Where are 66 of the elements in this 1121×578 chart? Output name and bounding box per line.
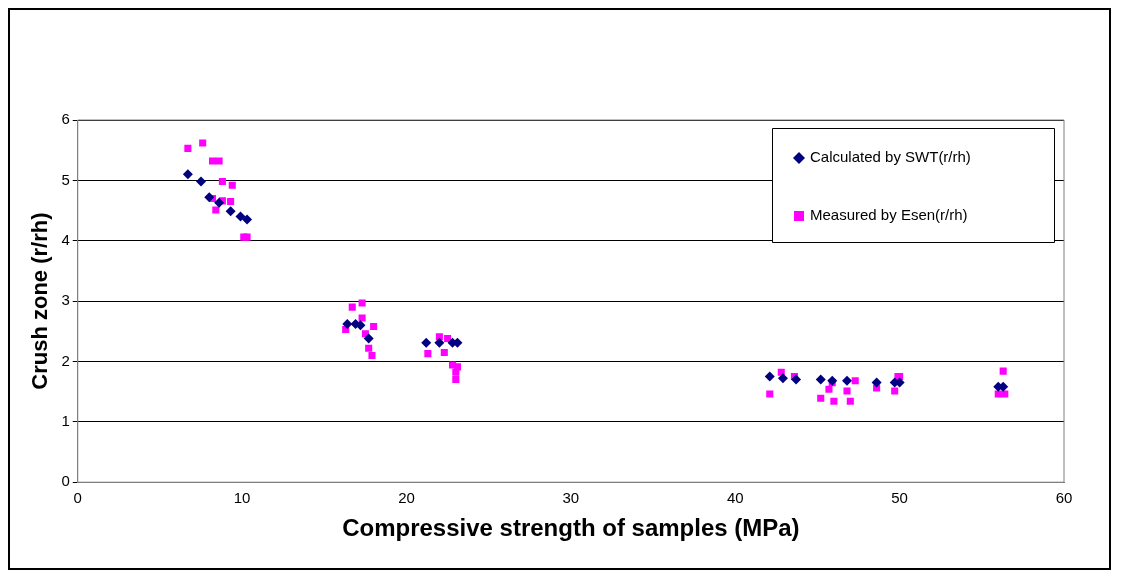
point [242,214,253,225]
point [452,376,460,384]
point [358,314,366,322]
x-tick-label: 30 [562,489,580,507]
x-tick-label: 50 [891,489,908,507]
point [227,197,235,206]
y-tick-label: 3 [61,291,70,309]
point [342,319,353,330]
x-tick-label: 10 [233,489,251,507]
point [851,377,859,385]
point [215,157,223,165]
point [214,197,225,208]
point [1001,390,1009,398]
point [846,397,854,405]
point [825,385,833,393]
point [365,344,373,352]
point [196,176,207,187]
legend-label: Measured by Esen(r/rh) [810,206,968,224]
point [843,387,851,395]
point [766,390,774,398]
point [184,144,192,152]
point [440,348,448,356]
point [434,337,445,348]
point [370,322,378,330]
point [348,303,356,311]
x-tick-label: 60 [1055,489,1073,507]
point [228,181,236,189]
point [182,169,193,180]
y-tick-label: 4 [61,230,70,248]
point [358,299,366,307]
x-tick-label: 40 [726,489,744,507]
point [225,206,236,217]
y-tick-label: 0 [61,472,70,490]
y-tick-label: 1 [61,411,70,429]
x-tick-label: 0 [73,489,82,507]
point [421,337,432,348]
y-tick-label: 6 [61,110,70,128]
point [363,333,374,344]
point [817,394,825,402]
y-tick-label: 5 [61,170,70,188]
point [842,375,853,386]
point [235,211,246,222]
point [871,377,882,388]
point [827,375,838,386]
point [891,387,899,395]
point [999,367,1007,375]
y-tick-label: 2 [61,351,70,369]
point [777,373,788,384]
point [424,350,432,358]
point [212,206,220,214]
point [204,192,215,203]
point [453,363,461,371]
point [830,397,838,405]
point [199,139,207,147]
point [815,374,826,385]
point [368,351,376,359]
legend-label: Calculated by SWT(r/rh) [810,148,971,166]
x-tick-label: 20 [398,489,415,507]
point [444,334,452,343]
point [791,374,802,385]
point [435,333,443,341]
point [209,157,217,165]
x-axis-title: Compressive strength of samples (MPa) [342,514,800,542]
y-axis-title: Crush zone (r/rh) [27,212,53,390]
point [218,178,226,186]
point [764,371,775,382]
